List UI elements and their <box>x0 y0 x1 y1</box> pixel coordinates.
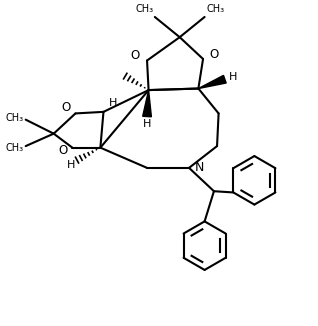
Text: CH₃: CH₃ <box>206 5 224 14</box>
Polygon shape <box>143 90 151 117</box>
Text: O: O <box>61 101 71 114</box>
Text: H: H <box>109 97 117 108</box>
Text: CH₃: CH₃ <box>5 143 23 153</box>
Text: CH₃: CH₃ <box>135 5 153 14</box>
Text: O: O <box>209 48 218 61</box>
Text: O: O <box>130 49 139 62</box>
Polygon shape <box>198 75 226 89</box>
Text: N: N <box>195 161 204 174</box>
Text: H: H <box>228 72 237 82</box>
Text: CH₃: CH₃ <box>5 113 23 123</box>
Text: H: H <box>143 119 151 129</box>
Text: H: H <box>66 160 75 170</box>
Text: O: O <box>59 144 68 157</box>
